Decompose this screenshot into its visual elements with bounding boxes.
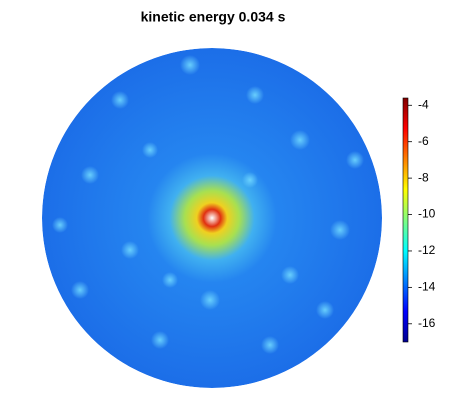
- colorbar-tick-label: -16: [418, 316, 436, 330]
- colorbar-tick-label: -4: [418, 97, 429, 111]
- colorbar-tick-label: -10: [418, 207, 436, 221]
- colorbar-tick-label: -14: [418, 280, 436, 294]
- colorbar-tick-label: -8: [418, 170, 429, 184]
- chart-title: kinetic energy 0.034 s: [141, 9, 286, 25]
- heatmap-field: [42, 48, 382, 388]
- colorbar-tick-label: -6: [418, 134, 429, 148]
- colorbar-tick-label: -12: [418, 243, 436, 257]
- colorbar: [402, 97, 409, 343]
